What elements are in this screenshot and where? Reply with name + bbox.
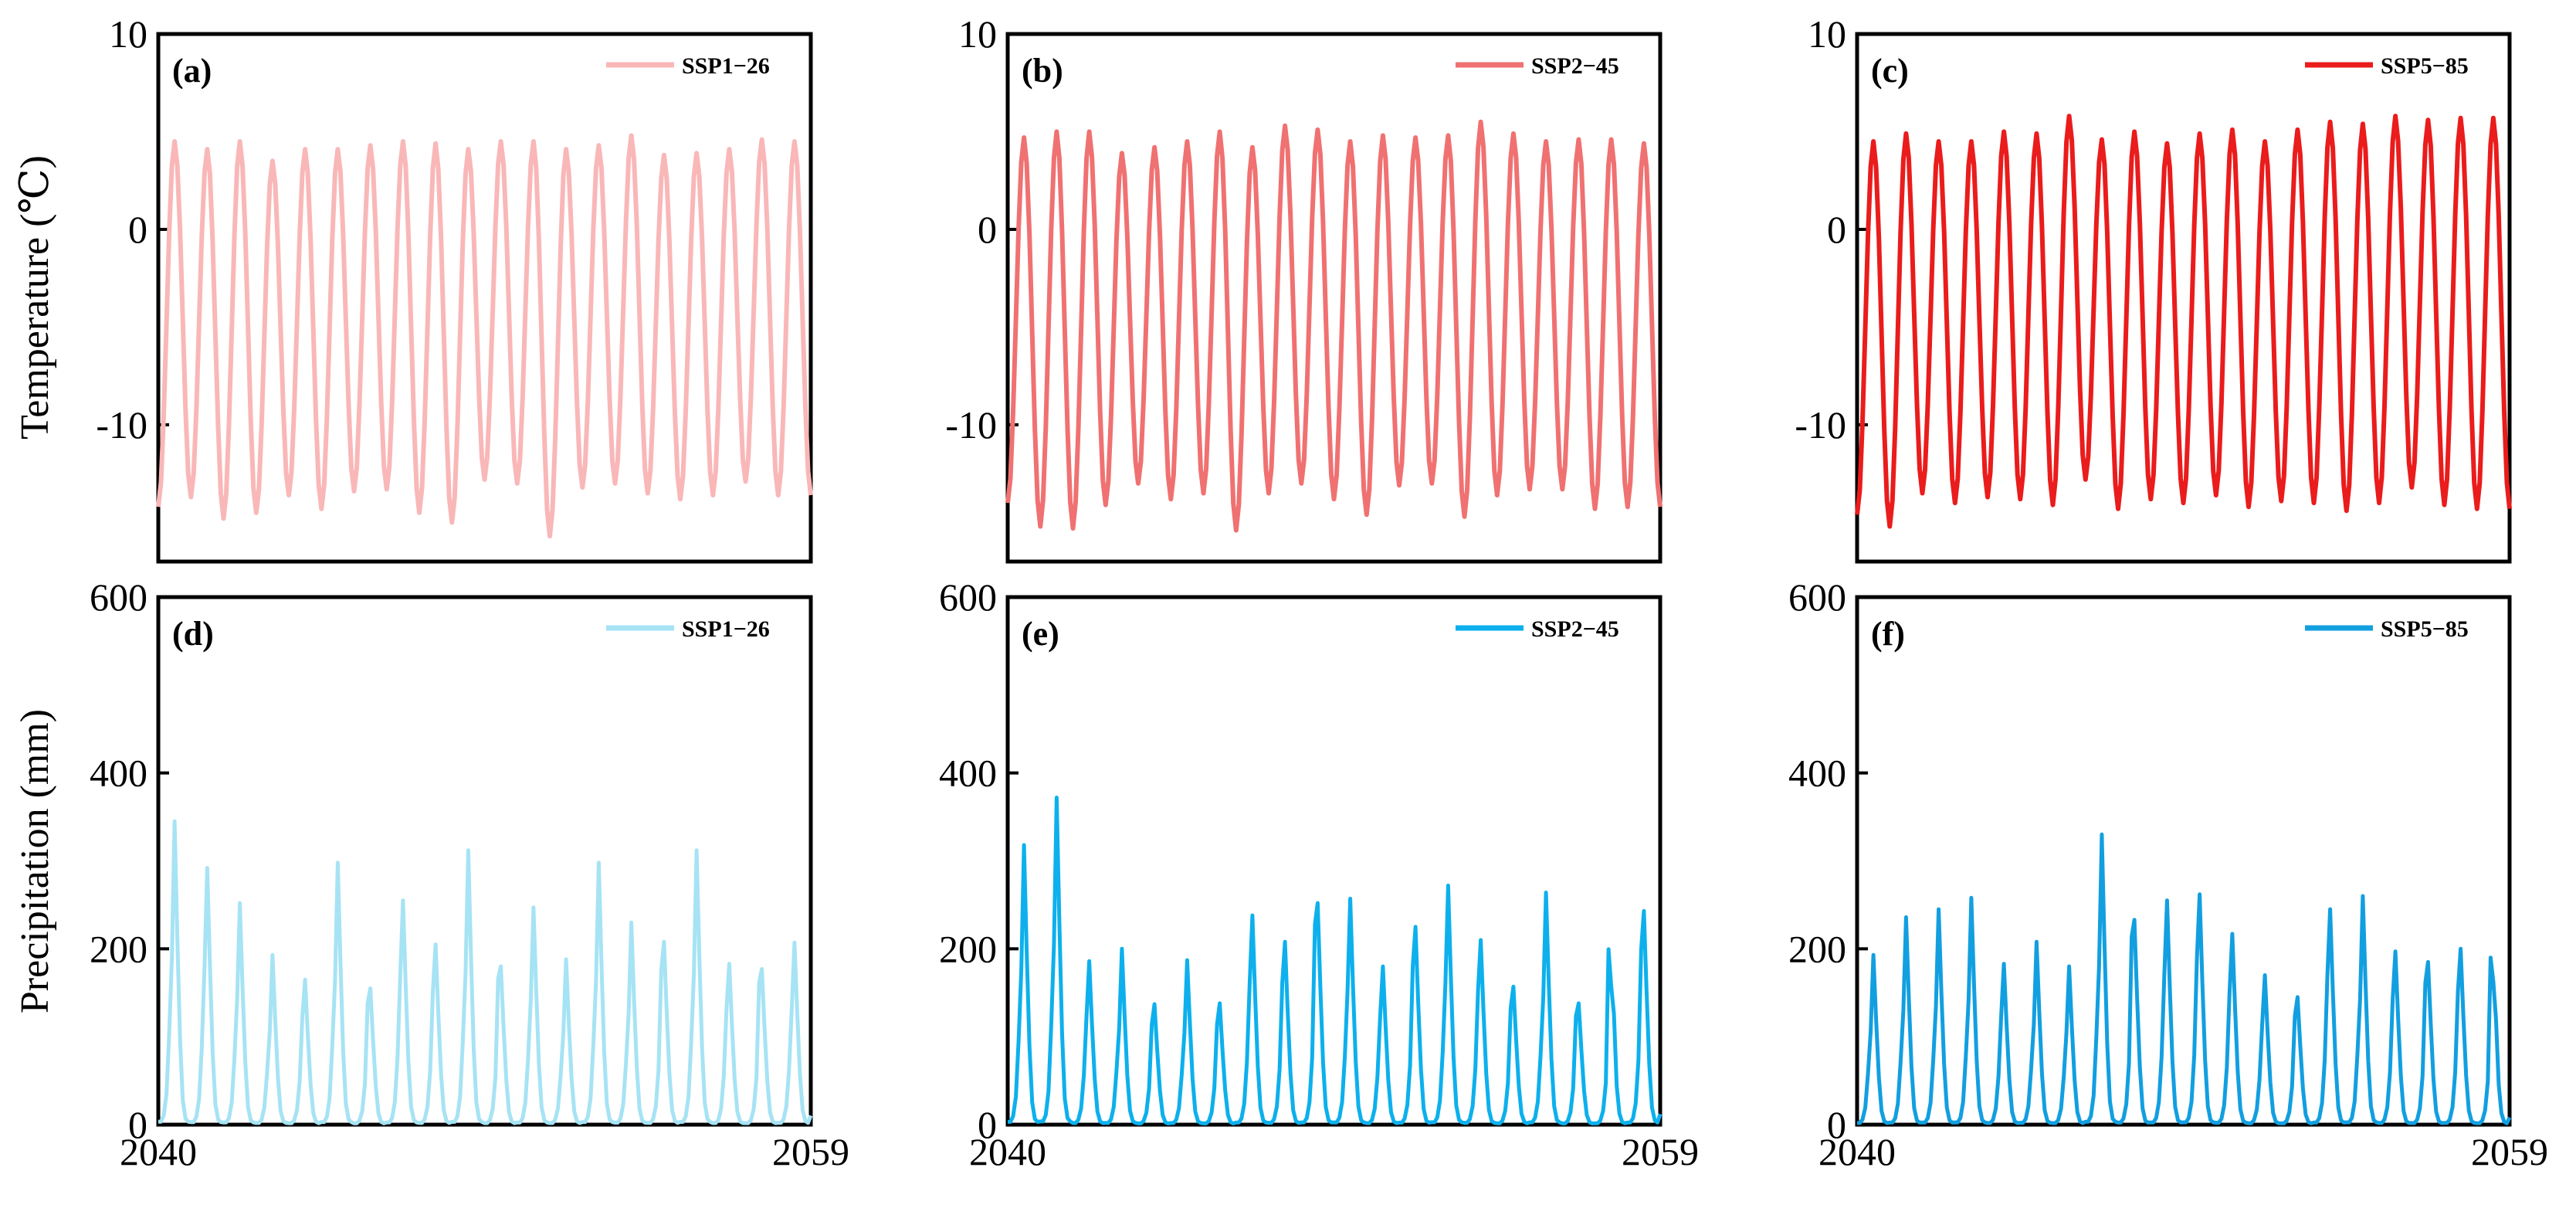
series-line — [1857, 832, 2512, 1125]
temperature-axis-title: Temperature (℃) — [13, 155, 57, 440]
y-tick-label: -10 — [1795, 403, 1846, 446]
legend-label: SSP2−45 — [1531, 53, 1619, 79]
legend-label: SSP2−45 — [1531, 616, 1619, 642]
y-tick-label: 0 — [978, 1103, 997, 1146]
y-tick-label: 0 — [978, 208, 997, 251]
panel-label: (f) — [1871, 615, 1905, 653]
x-tick-label: 2059 — [1622, 1130, 1699, 1173]
y-tick-label: 0 — [128, 208, 147, 251]
y-tick-label: 0 — [1827, 1103, 1846, 1146]
panel-label: (b) — [1022, 52, 1063, 90]
y-tick-label: 600 — [90, 575, 147, 619]
legend-label: SSP1−26 — [682, 53, 770, 79]
legend-label: SSP5−85 — [2381, 53, 2469, 79]
panel-e: 0 200 400 600 2040 2059 (e) SSP2−45 — [939, 575, 1699, 1173]
y-tick-label: 400 — [90, 752, 147, 795]
plot-frame — [156, 32, 813, 564]
plot-frame — [156, 595, 813, 1127]
plot-frame — [1005, 595, 1663, 1127]
y-tick-label: -10 — [96, 403, 147, 446]
plot-frame — [1855, 32, 2512, 564]
series-line — [158, 819, 813, 1125]
panel-label: (a) — [172, 52, 212, 90]
x-tick-label: 2040 — [969, 1130, 1046, 1173]
series-line — [1855, 114, 2512, 529]
legend-label: SSP5−85 — [2381, 616, 2469, 642]
y-tick-label: 0 — [1827, 208, 1846, 251]
y-tick-label: 200 — [90, 927, 147, 970]
panel-c: -10 0 10 (c) SSP5−85 — [1795, 12, 2512, 564]
panel-label: (d) — [172, 615, 214, 653]
series-line — [1008, 796, 1663, 1125]
panel-f: 0 200 400 600 2040 2059 (f) SSP5−85 — [1788, 575, 2548, 1173]
y-tick-label: 10 — [1808, 12, 1846, 56]
y-tick-label: 400 — [1788, 752, 1846, 795]
plot-frame — [1855, 595, 2512, 1127]
y-tick-label: 10 — [109, 12, 147, 56]
y-tick-label: -10 — [945, 403, 997, 446]
x-tick-label: 2040 — [120, 1130, 197, 1173]
y-tick-label: 400 — [939, 752, 997, 795]
y-tick-label: 0 — [128, 1103, 147, 1146]
x-tick-label: 2059 — [772, 1130, 849, 1173]
precipitation-axis-title: Precipitation (mm) — [13, 709, 57, 1013]
series-line — [1005, 119, 1663, 533]
y-tick-label: 600 — [939, 575, 997, 619]
y-tick-label: 10 — [958, 12, 997, 56]
panel-b: -10 0 10 (b) SSP2−45 — [945, 12, 1663, 564]
plot-frame — [1005, 32, 1663, 564]
x-tick-label: 2059 — [2471, 1130, 2548, 1173]
series-line — [156, 133, 813, 539]
y-tick-label: 200 — [939, 927, 997, 970]
y-tick-label: 200 — [1788, 927, 1846, 970]
y-tick-label: 600 — [1788, 575, 1846, 619]
legend-label: SSP1−26 — [682, 616, 770, 642]
panel-label: (c) — [1871, 52, 1909, 90]
x-tick-label: 2040 — [1818, 1130, 1896, 1173]
panel-a: -10 0 10 (a) SSP1−26 — [96, 12, 813, 564]
panel-label: (e) — [1022, 615, 1059, 653]
panel-d: 0 200 400 600 2040 2059 (d) SSP1−26 — [90, 575, 849, 1173]
